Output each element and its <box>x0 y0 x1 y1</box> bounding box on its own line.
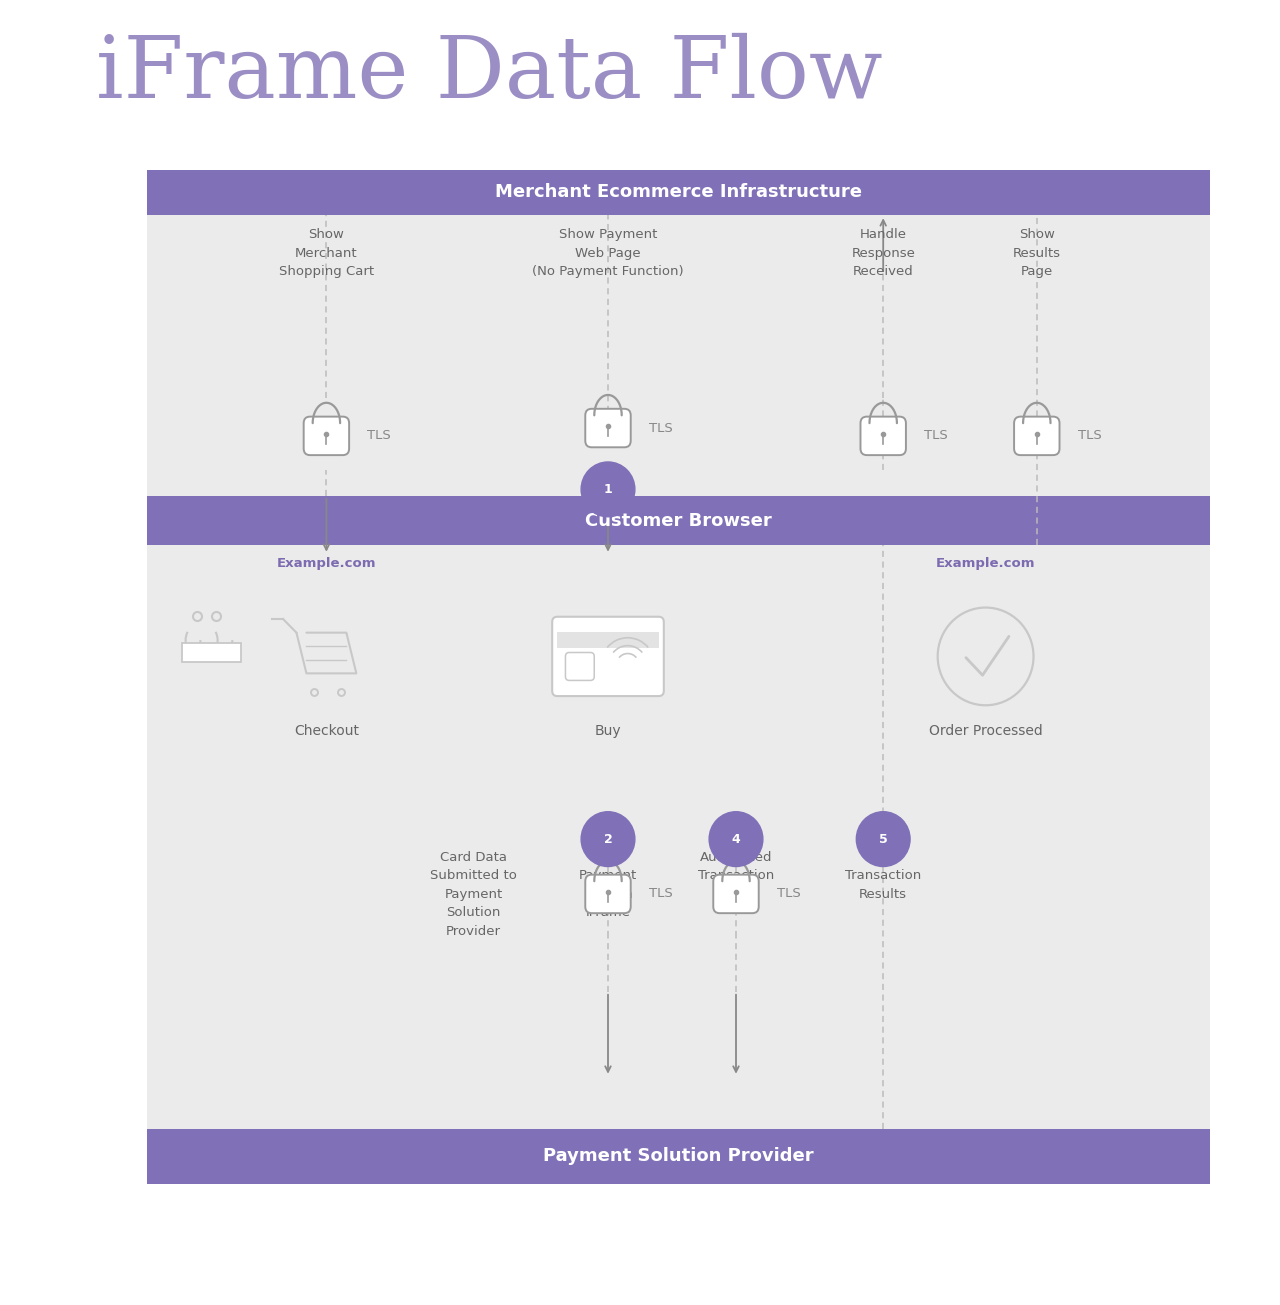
Text: Card Data
Submitted to
Payment
Solution
Provider: Card Data Submitted to Payment Solution … <box>430 851 517 938</box>
Text: TLS: TLS <box>1078 429 1102 442</box>
FancyBboxPatch shape <box>860 416 906 455</box>
Text: TLS: TLS <box>924 429 948 442</box>
Circle shape <box>581 812 635 867</box>
Text: TLS: TLS <box>649 887 673 900</box>
FancyBboxPatch shape <box>182 643 241 663</box>
FancyBboxPatch shape <box>566 652 594 680</box>
Text: Example.com: Example.com <box>276 557 376 570</box>
Text: TLS: TLS <box>649 422 673 435</box>
Text: Show
Merchant
Shopping Cart: Show Merchant Shopping Cart <box>279 228 374 278</box>
Text: Customer Browser: Customer Browser <box>585 512 772 530</box>
Text: TLS: TLS <box>777 887 801 900</box>
Text: 5: 5 <box>879 833 887 846</box>
Text: Handle
Response
Received: Handle Response Received <box>851 228 915 278</box>
Text: Order Processed: Order Processed <box>929 724 1042 737</box>
Text: Show Payment
Web Page
(No Payment Function): Show Payment Web Page (No Payment Functi… <box>532 228 684 278</box>
Text: Show
Payment
Page in
iFrame: Show Payment Page in iFrame <box>579 851 637 919</box>
Text: 4: 4 <box>732 833 740 846</box>
FancyBboxPatch shape <box>303 416 349 455</box>
Text: Checkout: Checkout <box>294 724 358 737</box>
FancyBboxPatch shape <box>585 874 631 913</box>
Circle shape <box>856 812 910 867</box>
Text: Show
Results
Page: Show Results Page <box>1012 228 1061 278</box>
FancyBboxPatch shape <box>147 1129 1210 1184</box>
Text: Example.com: Example.com <box>936 557 1036 570</box>
FancyBboxPatch shape <box>147 545 1210 835</box>
Text: TLS: TLS <box>367 429 392 442</box>
Text: iFrame Data Flow: iFrame Data Flow <box>96 33 883 116</box>
Text: Merchant Ecommerce Infrastructure: Merchant Ecommerce Infrastructure <box>495 184 861 201</box>
Text: Payment Solution Provider: Payment Solution Provider <box>543 1147 814 1165</box>
Text: Send
Transaction
Results: Send Transaction Results <box>845 851 922 900</box>
FancyBboxPatch shape <box>713 874 759 913</box>
Text: 2: 2 <box>604 833 612 846</box>
FancyBboxPatch shape <box>147 496 1210 545</box>
FancyBboxPatch shape <box>147 835 1210 1129</box>
Text: 1: 1 <box>604 483 612 496</box>
FancyBboxPatch shape <box>1014 416 1060 455</box>
Text: Buy: Buy <box>595 724 621 737</box>
FancyBboxPatch shape <box>557 632 659 647</box>
FancyBboxPatch shape <box>552 617 664 696</box>
Circle shape <box>581 462 635 517</box>
Text: Authorized
Transaction: Authorized Transaction <box>698 851 774 882</box>
FancyBboxPatch shape <box>585 408 631 448</box>
Circle shape <box>709 812 763 867</box>
FancyBboxPatch shape <box>147 215 1210 496</box>
FancyBboxPatch shape <box>147 170 1210 215</box>
